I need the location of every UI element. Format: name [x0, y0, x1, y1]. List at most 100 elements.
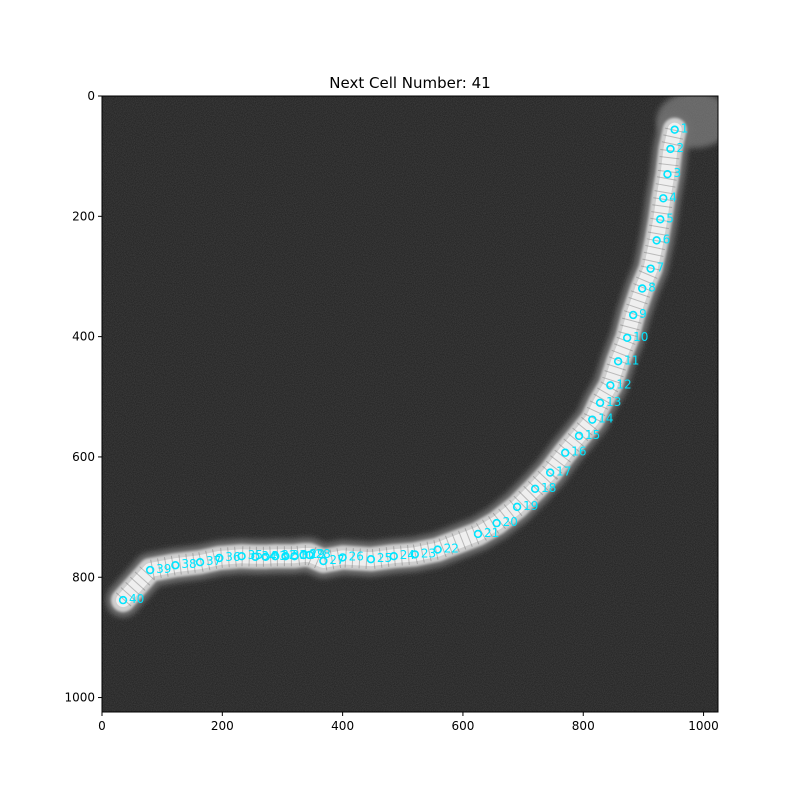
cell-label: 19	[523, 499, 538, 513]
y-tick-label: 600	[72, 450, 95, 464]
cell-label: 39	[156, 562, 171, 576]
cell-marker-dot	[670, 125, 679, 134]
cell-label: 18	[541, 481, 556, 495]
cell-label: 21	[484, 526, 499, 540]
cell-marker-dot	[261, 552, 270, 561]
cell-marker-37: 37	[195, 554, 221, 568]
cell-marker-dot	[281, 551, 290, 561]
cell-label: 6	[663, 232, 671, 246]
cell-marker-dot	[628, 310, 638, 320]
cell-marker-15: 15	[574, 428, 600, 442]
cell-marker-34: 34	[251, 549, 277, 563]
cell-label: 14	[598, 412, 613, 426]
cell-label: 17	[556, 465, 571, 479]
cell-marker-30: 30	[290, 548, 316, 562]
cell-marker-dot	[659, 194, 668, 203]
cell-marker-dot	[319, 556, 328, 566]
cell-label: 36	[225, 550, 240, 564]
chart-title: Next Cell Number: 41	[329, 74, 490, 92]
cell-marker-12: 12	[606, 377, 632, 391]
x-tick-label: 200	[211, 719, 234, 733]
cell-label: 34	[261, 549, 276, 563]
cell-marker-27: 27	[319, 553, 345, 567]
cell-label: 13	[606, 395, 621, 409]
cell-marker-dot	[118, 595, 128, 605]
cell-label: 40	[129, 592, 144, 606]
cell-label: 22	[444, 542, 459, 556]
cell-marker-40: 40	[118, 592, 144, 606]
cell-marker-7: 7	[646, 261, 665, 275]
cell-marker-10: 10	[622, 330, 648, 344]
x-axis: 0 200 400 600 800 1000	[98, 712, 719, 733]
cell-marker-dot	[656, 215, 665, 224]
cell-label: 5	[666, 211, 674, 225]
cell-marker-dot	[171, 561, 180, 570]
cell-label: 25	[377, 551, 392, 565]
cell-marker-dot	[433, 545, 442, 554]
cell-marker-39: 39	[145, 562, 171, 576]
cell-marker-2: 2	[666, 141, 684, 155]
x-tick-label: 0	[98, 719, 106, 733]
cell-marker-4: 4	[659, 190, 677, 204]
cell-label: 1	[681, 122, 689, 136]
cell-marker-dot	[638, 284, 647, 293]
cell-label: 26	[349, 549, 364, 563]
cell-label: 31	[291, 548, 306, 562]
axes-frame	[101, 95, 719, 713]
cell-label: 2	[676, 141, 684, 155]
x-tick-label: 1000	[688, 719, 719, 733]
worm-body	[106, 96, 718, 618]
cell-marker-1: 1	[670, 122, 689, 136]
cell-label: 11	[624, 353, 639, 367]
cell-label: 20	[503, 515, 518, 529]
cell-label: 27	[329, 553, 344, 567]
cell-marker-dot	[663, 170, 672, 179]
cell-marker-dot	[512, 502, 522, 512]
cell-label: 35	[248, 548, 263, 562]
cell-marker-24: 24	[389, 548, 415, 562]
cell-marker-13: 13	[595, 395, 621, 409]
x-tick-label: 600	[451, 719, 474, 733]
cell-marker-11: 11	[613, 353, 639, 367]
cell-marker-dot	[574, 431, 584, 441]
cell-label: 29	[310, 547, 325, 561]
cell-label: 4	[669, 190, 677, 204]
cell-label: 23	[421, 546, 436, 560]
cell-label: 38	[181, 557, 196, 571]
cell-marker-35: 35	[237, 548, 263, 562]
cell-marker-32: 32	[271, 548, 297, 562]
cell-marker-dot	[530, 484, 540, 494]
cell-label: 8	[648, 281, 656, 295]
microscopy-image: 1234567891011121314151617181920212223242…	[102, 96, 718, 712]
cell-marker-23: 23	[410, 546, 436, 560]
cell-marker-dot	[215, 553, 224, 563]
y-tick-label: 0	[87, 89, 95, 103]
worm-segments	[115, 127, 685, 607]
cell-marker-17: 17	[545, 465, 571, 479]
cell-marker-dot	[492, 518, 501, 528]
cell-marker-dot	[251, 552, 260, 561]
cell-marker-dot	[545, 468, 555, 477]
cell-marker-dot	[588, 415, 597, 424]
cell-label: 7	[657, 261, 665, 275]
cell-marker-5: 5	[656, 211, 674, 225]
cell-marker-dot	[237, 551, 246, 561]
cell-marker-22: 22	[433, 542, 459, 556]
worm-body-inner	[116, 122, 682, 608]
cell-label: 10	[633, 330, 648, 344]
cell-label: 3	[673, 166, 681, 180]
cell-marker-21: 21	[473, 526, 499, 540]
cell-marker-29: 29	[299, 547, 325, 561]
cell-marker-dot	[410, 550, 420, 559]
cell-marker-dot	[473, 529, 483, 539]
cell-label: 24	[400, 548, 415, 562]
cell-label: 15	[585, 428, 600, 442]
y-tick-label: 1000	[64, 691, 95, 705]
cell-marker-9: 9	[628, 307, 647, 321]
cell-marker-8: 8	[638, 281, 656, 295]
cell-marker-dot	[299, 550, 308, 560]
cell-marker-dot	[606, 381, 615, 390]
cell-label: 9	[639, 307, 647, 321]
cell-markers: 1234567891011121314151617181920212223242…	[118, 122, 689, 606]
